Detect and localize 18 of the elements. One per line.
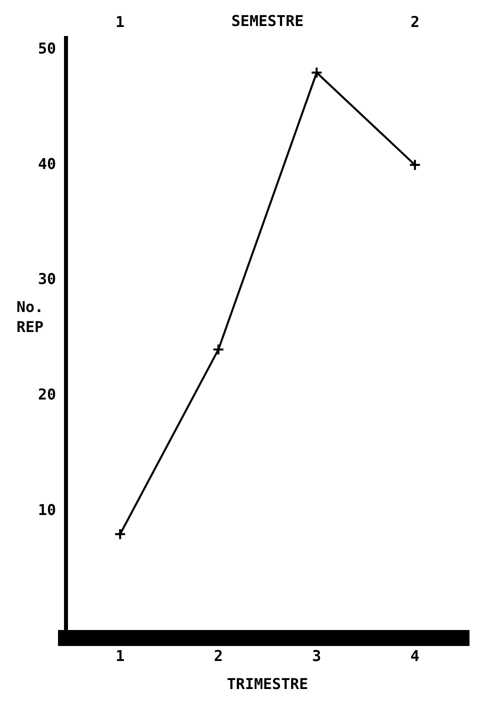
- x2-tick-label: 2: [410, 12, 420, 31]
- x2-axis-title: SEMESTRE: [231, 12, 304, 30]
- x-axis-title: TRIMESTRE: [226, 674, 308, 693]
- y-tick-label: 40: [38, 154, 56, 173]
- x-tick-label: 2: [214, 646, 223, 665]
- point: [212, 344, 224, 356]
- y-tick-label: 10: [38, 500, 56, 519]
- x-tick-label: 3: [312, 646, 322, 665]
- y-tick-label: 30: [38, 270, 56, 288]
- point: [114, 528, 126, 540]
- y-tick-label: 50: [38, 39, 56, 58]
- x-tick-label: 4: [410, 646, 420, 665]
- x-tick-label: 1: [116, 646, 125, 665]
- y-tick-label: 20: [38, 386, 56, 404]
- point: [310, 66, 323, 79]
- y-axis-title: No. REP: [16, 298, 44, 336]
- x2-tick-label: 1: [116, 12, 125, 31]
- point: [408, 158, 421, 171]
